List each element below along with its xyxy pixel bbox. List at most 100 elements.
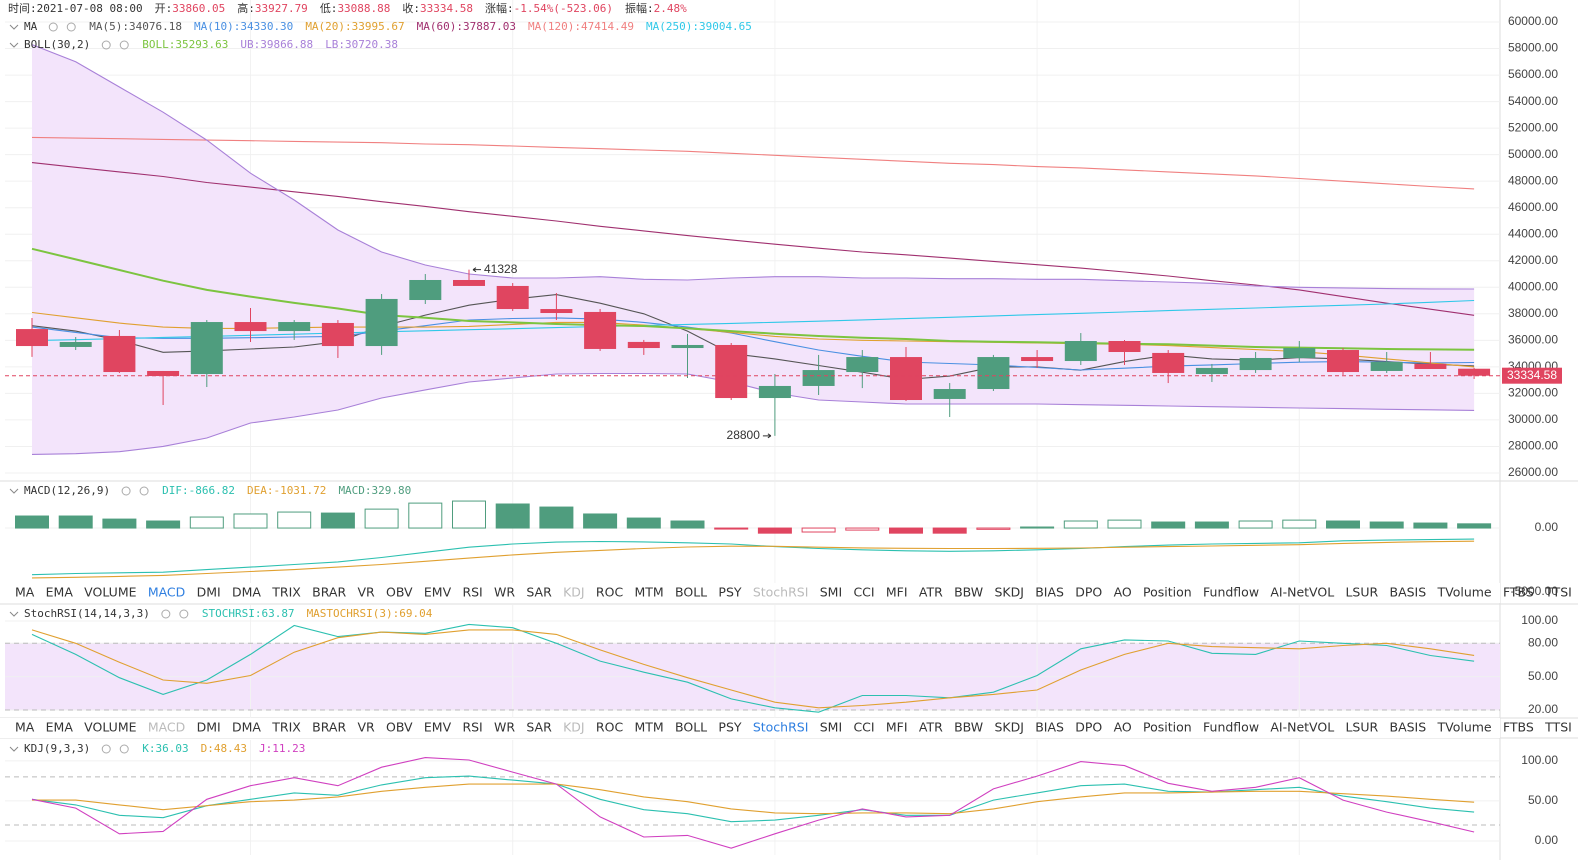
- indicator-tab[interactable]: RSI: [462, 720, 482, 735]
- indicator-tab[interactable]: ROC: [596, 720, 624, 735]
- indicator-tab[interactable]: MTM: [634, 585, 663, 600]
- indicator-tab[interactable]: TTSI: [1544, 585, 1572, 600]
- indicator-tab[interactable]: BIAS: [1035, 585, 1064, 600]
- indicator-tab[interactable]: ROC: [596, 585, 624, 600]
- indicator-tab[interactable]: KDJ: [563, 720, 585, 735]
- indicator-tab[interactable]: TRIX: [271, 720, 301, 735]
- indicator-tab[interactable]: DMI: [197, 585, 221, 600]
- collapse-icon[interactable]: [9, 746, 19, 752]
- indicator-tab[interactable]: EMA: [46, 585, 74, 600]
- indicator-tab[interactable]: BASIS: [1390, 585, 1427, 600]
- indicator-tab[interactable]: OBV: [386, 585, 413, 600]
- indicator-tab[interactable]: LSUR: [1345, 585, 1378, 600]
- last-price-tag: [1502, 367, 1562, 384]
- indicator-tab[interactable]: OBV: [386, 720, 413, 735]
- indicator-tab[interactable]: Position: [1143, 720, 1192, 735]
- indicator-tab[interactable]: AO: [1114, 720, 1132, 735]
- indicator-tab[interactable]: KDJ: [563, 585, 585, 600]
- indicator-tab[interactable]: CCI: [853, 720, 874, 735]
- indicator-tab[interactable]: BRAR: [312, 720, 346, 735]
- candle-body: [147, 370, 180, 377]
- macd-bar: [495, 503, 530, 529]
- indicator-tab[interactable]: BOLL: [675, 585, 707, 600]
- indicator-tab[interactable]: VOLUME: [84, 720, 136, 735]
- collapse-icon[interactable]: [9, 42, 19, 48]
- settings-icon[interactable]: [66, 22, 76, 32]
- macd-bar: [408, 502, 443, 529]
- visibility-icon[interactable]: [101, 40, 111, 50]
- indicator-tab[interactable]: TVolume: [1436, 720, 1491, 735]
- indicator-tab[interactable]: FTBS: [1503, 720, 1534, 735]
- indicator-tab[interactable]: StochRSI: [753, 720, 809, 735]
- indicator-tab[interactable]: BASIS: [1390, 720, 1427, 735]
- indicator-tab[interactable]: Fundflow: [1203, 585, 1259, 600]
- collapse-icon[interactable]: [9, 24, 19, 30]
- indicator-tab[interactable]: VR: [357, 585, 375, 600]
- indicator-tab[interactable]: Position: [1143, 585, 1192, 600]
- indicator-line: [31, 317, 1475, 371]
- indicator-tab[interactable]: AI-NetVOL: [1270, 720, 1334, 735]
- indicator-tab[interactable]: EMA: [46, 720, 74, 735]
- indicator-tab[interactable]: PSY: [718, 585, 741, 600]
- visibility-icon[interactable]: [101, 744, 111, 754]
- indicator-tab[interactable]: ATR: [919, 585, 943, 600]
- visibility-icon[interactable]: [121, 486, 131, 496]
- indicator-tab[interactable]: BRAR: [312, 585, 346, 600]
- settings-icon[interactable]: [179, 609, 189, 619]
- settings-icon[interactable]: [119, 40, 129, 50]
- indicator-tab[interactable]: BIAS: [1035, 720, 1064, 735]
- header-label: 开:: [155, 2, 173, 15]
- indicator-tab[interactable]: LSUR: [1345, 720, 1378, 735]
- settings-icon[interactable]: [139, 486, 149, 496]
- indicator-tab[interactable]: SMI: [820, 585, 842, 600]
- indicator-tab[interactable]: EMV: [424, 720, 452, 735]
- visibility-icon[interactable]: [161, 609, 171, 619]
- indicator-tab[interactable]: AO: [1114, 585, 1132, 600]
- indicator-tab[interactable]: MA: [15, 585, 35, 600]
- indicator-tab[interactable]: TRIX: [271, 585, 301, 600]
- indicator-tab[interactable]: AI-NetVOL: [1270, 585, 1334, 600]
- collapse-icon[interactable]: [9, 488, 19, 494]
- indicator-tab[interactable]: WR: [494, 585, 515, 600]
- indicator-tab[interactable]: ATR: [919, 720, 943, 735]
- indicator-tab[interactable]: TVolume: [1436, 585, 1491, 600]
- indicator-tab[interactable]: FTBS: [1503, 585, 1534, 600]
- indicator-tab[interactable]: VR: [357, 720, 375, 735]
- indicator-tab[interactable]: MA: [15, 720, 35, 735]
- indicator-tab[interactable]: DMI: [197, 720, 221, 735]
- collapse-icon[interactable]: [9, 611, 19, 617]
- visibility-icon[interactable]: [48, 22, 58, 32]
- indicator-tab[interactable]: MFI: [886, 720, 908, 735]
- indicator-tab[interactable]: DMA: [232, 720, 261, 735]
- indicator-tab[interactable]: BBW: [954, 585, 983, 600]
- indicator-line: [31, 136, 1475, 190]
- indicator-tab[interactable]: TTSI: [1544, 720, 1572, 735]
- indicator-tab[interactable]: SKDJ: [994, 720, 1023, 735]
- indicator-tab[interactable]: DMA: [232, 585, 261, 600]
- indicator-tab[interactable]: MTM: [634, 720, 663, 735]
- indicator-tab[interactable]: VOLUME: [84, 585, 136, 600]
- macd-bar: [1107, 519, 1142, 529]
- indicator-tab[interactable]: BOLL: [675, 720, 707, 735]
- indicator-tab[interactable]: SKDJ: [994, 585, 1023, 600]
- indicator-tab[interactable]: EMV: [424, 585, 452, 600]
- indicator-tab[interactable]: SAR: [526, 720, 552, 735]
- indicator-tab[interactable]: WR: [494, 720, 515, 735]
- indicator-tab[interactable]: MACD: [148, 585, 185, 600]
- indicator-tab[interactable]: BBW: [954, 720, 983, 735]
- indicator-tab[interactable]: RSI: [462, 585, 482, 600]
- indicator-tab[interactable]: CCI: [853, 585, 874, 600]
- indicator-tab[interactable]: StochRSI: [753, 585, 809, 600]
- indicator-tab[interactable]: Fundflow: [1203, 720, 1259, 735]
- indicator-tab[interactable]: DPO: [1075, 585, 1102, 600]
- indicator-line: [31, 629, 1475, 709]
- indicator-tab[interactable]: SMI: [820, 720, 842, 735]
- indicator-tab[interactable]: MFI: [886, 585, 908, 600]
- candle-body: [758, 385, 791, 399]
- indicator-tab[interactable]: DPO: [1075, 720, 1102, 735]
- indicator-tab[interactable]: SAR: [526, 585, 552, 600]
- settings-icon[interactable]: [119, 744, 129, 754]
- indicator-tab[interactable]: PSY: [718, 720, 741, 735]
- indicator-tab[interactable]: MACD: [148, 720, 185, 735]
- legend-entry: MA(20):33995.67: [305, 20, 404, 33]
